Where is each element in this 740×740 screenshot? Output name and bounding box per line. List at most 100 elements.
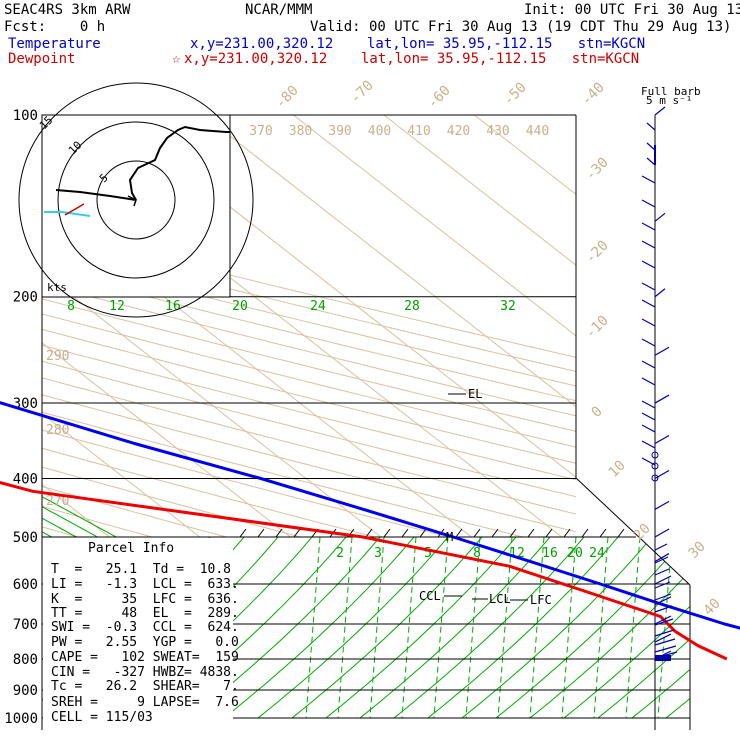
dewpoint-legend: Dewpoint: [8, 51, 75, 67]
moist-adiabat-line: [427, 536, 619, 719]
wind-barb: [654, 605, 673, 613]
isotherm-label: -50: [501, 80, 530, 109]
wind-barb: [641, 199, 656, 208]
temperature-location: x,y=231.00,320.12 lat,lon= 35.95,-112.15…: [190, 36, 645, 52]
mixing-ratio-label: 3: [374, 546, 382, 561]
wind-barb: [654, 106, 666, 116]
pressure-tick-label: 900: [13, 683, 38, 699]
hatch-tick: [293, 528, 301, 538]
init-time: Init: 00 UTC Fri 30 Aug 13: [524, 2, 740, 18]
wind-barb: [654, 575, 672, 585]
mixing-ratio-line: [0, 283, 3, 547]
mixing-ratio-label: 12: [109, 299, 125, 314]
mixing-ratio-label: 2: [336, 546, 344, 561]
moist-adiabat-line: [223, 536, 415, 719]
wind-barb: [641, 360, 656, 369]
hodograph: [18, 82, 254, 318]
moist-adiabat-line: [359, 536, 551, 719]
wind-barb: [641, 338, 656, 347]
isotherm-line: [474, 115, 576, 196]
mixing-ratio-line: [0, 283, 40, 547]
mixing-ratio-label: 24: [589, 546, 605, 561]
mixing-ratio-dashed-line: [625, 536, 641, 719]
theta-label: 430: [486, 124, 509, 139]
mixing-ratio-dashed-line: [593, 536, 609, 719]
theta-label: 390: [328, 124, 351, 139]
wind-barb: [654, 528, 670, 538]
temperature-legend: Temperature: [8, 36, 101, 52]
pressure-tick-label: 400: [13, 471, 38, 487]
theta-label: 400: [368, 124, 391, 139]
hodograph-trace: [128, 125, 230, 201]
wind-barb: [654, 629, 675, 637]
wind-barb: [654, 645, 677, 653]
hatch-tick: [509, 528, 517, 538]
hodograph-ring: [18, 82, 254, 318]
wind-barb: [654, 212, 666, 222]
dry-adiabat-line: [42, 411, 524, 537]
wind-barb: [654, 553, 670, 563]
wind-barb: [641, 318, 656, 327]
hodograph-storm-motion: [44, 211, 91, 217]
theta-label: 280: [46, 423, 69, 438]
parcel-info-title: Parcel Info: [88, 541, 174, 556]
theta-label: 370: [249, 124, 272, 139]
dry-adiabat-line: [0, 115, 4, 537]
wind-barb: [646, 122, 656, 131]
mixing-ratio-label: 32: [500, 299, 516, 314]
mixing-ratio-dashed-line: [529, 536, 545, 719]
wind-barb: [654, 638, 676, 646]
temperature-profile-line: [0, 401, 740, 630]
hodograph-frame: [41, 114, 231, 298]
moist-adiabat-line: [665, 536, 690, 719]
wind-barb: [641, 412, 656, 421]
wind-barb: [654, 556, 669, 564]
mixing-ratio-label: 8: [473, 546, 481, 561]
hatch-tick: [257, 528, 265, 538]
wind-barb: [654, 596, 672, 606]
calm-wind-circle: [651, 451, 659, 459]
isotherm-line: [42, 342, 291, 537]
mixing-ratio-dashed-line: [433, 536, 449, 719]
hatch-tick: [455, 528, 463, 538]
pressure-tick-label: 500: [13, 530, 38, 546]
forecast-hour: Fcst: 0 h: [4, 19, 105, 35]
hodograph-trace-group: [44, 125, 230, 217]
moist-adiabat-line: [597, 536, 690, 719]
hatch-tick: [617, 528, 625, 538]
hatch-tick: [473, 528, 481, 538]
isotherm-label: -20: [583, 238, 612, 267]
mixing-ratio-label: 5: [424, 546, 432, 561]
theta-label: 290: [46, 349, 69, 364]
mixing-ratio-dashed-line: [465, 536, 481, 719]
center-title: NCAR/MMM: [245, 2, 312, 18]
hatch-tick: [401, 528, 409, 538]
wind-barb: [641, 260, 656, 269]
pressure-tick-label: 200: [13, 290, 38, 306]
wind-barb: [641, 377, 656, 386]
m-marker-label: M: [446, 530, 453, 544]
theta-label: 410: [407, 124, 430, 139]
mixing-ratio-dashed-line: [689, 536, 690, 719]
parcel-info-panel: [43, 538, 233, 729]
wind-barb: [641, 282, 656, 291]
mixing-ratio-label: 16: [542, 546, 558, 561]
skew-edge-line: [575, 477, 691, 586]
mixing-ratio-dashed-line: [401, 536, 417, 719]
dewpoint-location: x,y=231.00,320.12 lat,lon= 35.95,-112.15…: [184, 51, 639, 67]
mixing-ratio-label: 28: [404, 299, 420, 314]
hodograph-units: kts: [47, 281, 67, 294]
parcel-row: SREH = 9 LAPSE= 7.6: [51, 695, 239, 710]
moist-adiabat-line: [393, 536, 585, 719]
parcel-row: CIN = -327 HWBZ= 4838.: [51, 665, 239, 680]
mixing-ratio-dashed-line: [337, 536, 353, 719]
mixing-ratio-dashed-line: [305, 536, 321, 719]
isotherm-label: 10: [606, 458, 629, 481]
isotherm-label: -30: [583, 155, 612, 184]
moist-adiabat-line: [631, 536, 690, 719]
isotherm-label: -70: [348, 78, 377, 107]
dewpoint-star-icon: ☆: [172, 51, 181, 67]
wind-barb: [641, 424, 656, 433]
